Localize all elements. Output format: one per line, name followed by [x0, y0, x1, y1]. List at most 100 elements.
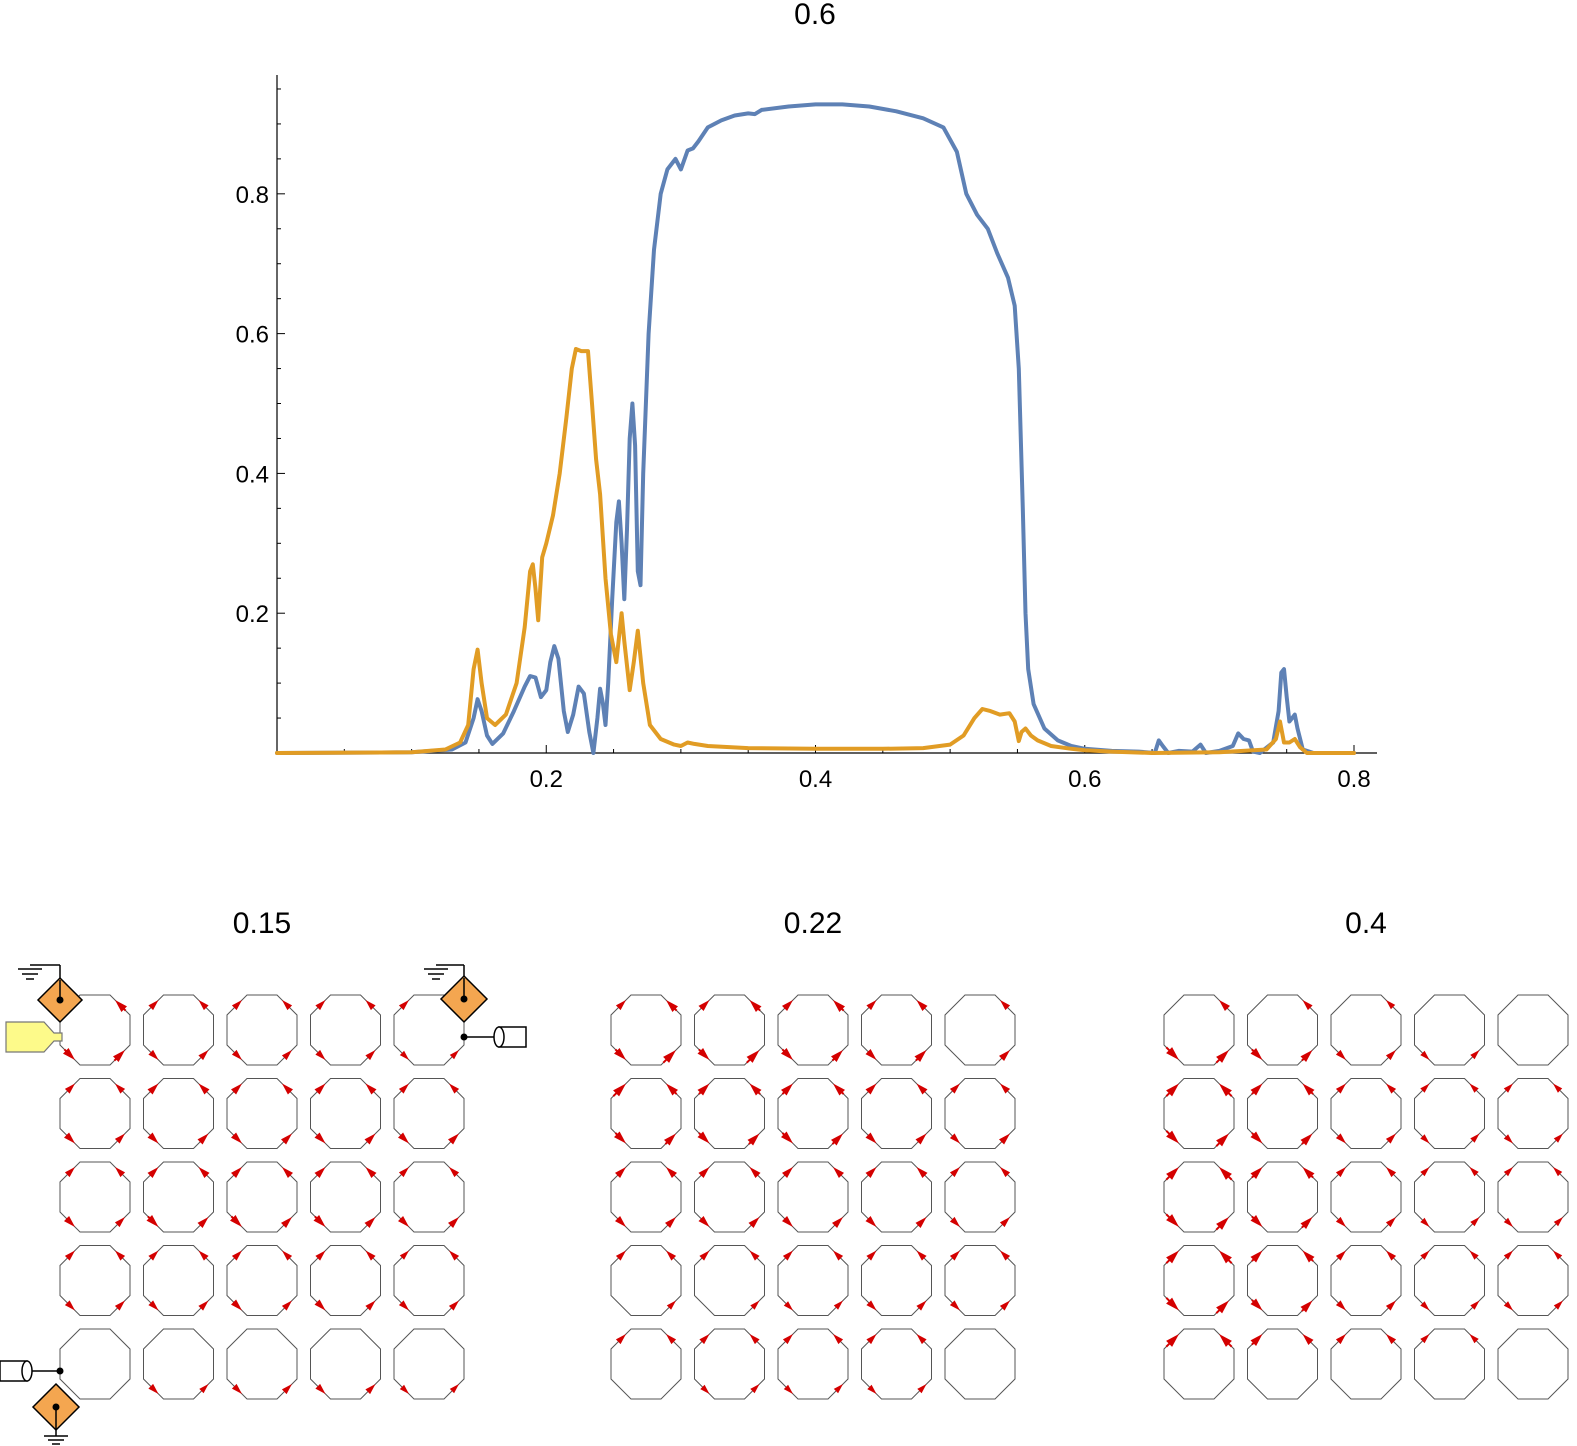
y-tick-label: 0.6 — [236, 322, 269, 349]
lattice-ring — [694, 1328, 765, 1400]
current-arrow — [698, 1216, 710, 1227]
current-arrow — [1553, 1250, 1563, 1260]
current-arrow — [1386, 1167, 1397, 1178]
lattice-panel-0-22: 0.22 — [610, 907, 1016, 1400]
lattice-ring — [1163, 1078, 1235, 1149]
current-arrow — [398, 1000, 409, 1011]
current-arrow — [1165, 1334, 1179, 1348]
transmission-line-chart: 0.6 0.2 0.4 0.6 0.8 0.2 0.4 0.6 0.8 — [236, 0, 1377, 793]
current-arrow — [1469, 1083, 1479, 1093]
lattice-ring — [1497, 1078, 1569, 1149]
lattice-ring — [59, 1161, 131, 1233]
current-arrow — [1165, 1083, 1179, 1097]
current-arrow — [231, 1299, 242, 1311]
lattice-ring — [777, 1245, 849, 1316]
lattice-ring — [1163, 994, 1235, 1066]
current-arrow — [198, 1300, 209, 1311]
current-arrow — [1215, 1133, 1229, 1147]
current-arrow — [281, 1300, 292, 1311]
current-arrow — [1503, 1217, 1513, 1227]
current-arrow — [1302, 1083, 1315, 1096]
current-arrow — [399, 1384, 409, 1394]
current-arrow — [665, 1217, 676, 1228]
current-arrow — [999, 1217, 1010, 1228]
current-arrow — [1553, 1083, 1563, 1093]
lattice-ring — [1330, 1161, 1402, 1233]
current-arrow — [1335, 1216, 1346, 1227]
y-tick-label: 0.8 — [236, 182, 269, 209]
current-arrow — [1503, 1134, 1513, 1144]
lattice-ring — [610, 994, 682, 1066]
current-arrow — [1219, 1250, 1233, 1264]
lattice-ring — [226, 1245, 298, 1316]
current-arrow — [64, 1167, 75, 1178]
panel-title: 0.22 — [784, 907, 842, 940]
current-arrow — [1302, 1167, 1315, 1179]
lattice-ring — [143, 1328, 214, 1400]
current-arrow — [750, 1384, 760, 1394]
current-arrow — [831, 1050, 843, 1062]
current-arrow — [1386, 1000, 1396, 1010]
current-arrow — [398, 1167, 409, 1178]
lattice-ring — [1163, 1328, 1235, 1400]
current-arrow — [231, 1167, 242, 1178]
current-arrow — [865, 1167, 877, 1178]
current-arrow — [782, 1000, 793, 1011]
lattice-ring — [1497, 1245, 1569, 1316]
current-arrow — [1300, 1300, 1313, 1313]
current-arrow — [615, 1000, 626, 1011]
current-arrow — [1503, 1083, 1513, 1093]
current-arrow — [746, 1050, 760, 1064]
current-arrow — [281, 1384, 292, 1395]
current-arrow — [365, 1083, 377, 1095]
lattice-ring — [1247, 1245, 1318, 1316]
current-arrow — [662, 1050, 676, 1064]
lattice-ring — [694, 1078, 765, 1149]
current-arrow — [698, 1000, 710, 1011]
current-arrow — [748, 1217, 760, 1228]
current-arrow — [1250, 1215, 1263, 1227]
current-arrow — [916, 1167, 928, 1178]
current-arrow — [781, 1131, 793, 1144]
current-arrow — [1165, 1167, 1179, 1181]
current-arrow — [114, 1217, 125, 1228]
current-arrow — [866, 1300, 877, 1311]
current-arrow — [698, 1167, 710, 1178]
current-arrow — [1335, 1083, 1346, 1094]
panel-title: 0.15 — [233, 907, 291, 940]
current-arrow — [1386, 1250, 1397, 1261]
current-arrow — [699, 1334, 710, 1345]
current-arrow — [832, 1217, 843, 1228]
current-arrow — [64, 1132, 75, 1144]
lattice-ring — [944, 1078, 1016, 1149]
current-arrow — [1335, 1334, 1346, 1345]
current-arrow — [747, 1133, 760, 1146]
current-arrow — [750, 1300, 760, 1310]
current-arrow — [282, 1167, 293, 1178]
lattice-ring — [1247, 1328, 1318, 1400]
current-arrow — [833, 1250, 844, 1261]
lattice-ring — [226, 1328, 298, 1400]
lattice-ring — [944, 1328, 1016, 1400]
current-arrow — [666, 1250, 677, 1261]
current-arrow — [115, 1167, 126, 1178]
probe-icon — [5, 1021, 63, 1053]
current-arrow — [449, 1050, 459, 1060]
current-arrow — [115, 1083, 126, 1094]
current-arrow — [314, 1299, 326, 1311]
current-arrow — [315, 1000, 326, 1011]
lattice-ring — [1414, 994, 1485, 1066]
current-arrow — [449, 1250, 460, 1261]
current-arrow — [1302, 1334, 1314, 1345]
current-arrow — [865, 1049, 877, 1060]
current-arrow — [1302, 1000, 1313, 1011]
current-arrow — [865, 1083, 877, 1095]
y-tick-label: 0.4 — [236, 461, 269, 488]
current-arrow — [917, 1384, 927, 1394]
lattice-ring — [226, 994, 298, 1066]
current-arrow — [199, 1384, 209, 1394]
current-arrow — [364, 1133, 376, 1145]
lattice-ring — [1247, 1078, 1318, 1149]
series-line-2 — [275, 347, 1356, 755]
current-arrow — [115, 1250, 126, 1261]
